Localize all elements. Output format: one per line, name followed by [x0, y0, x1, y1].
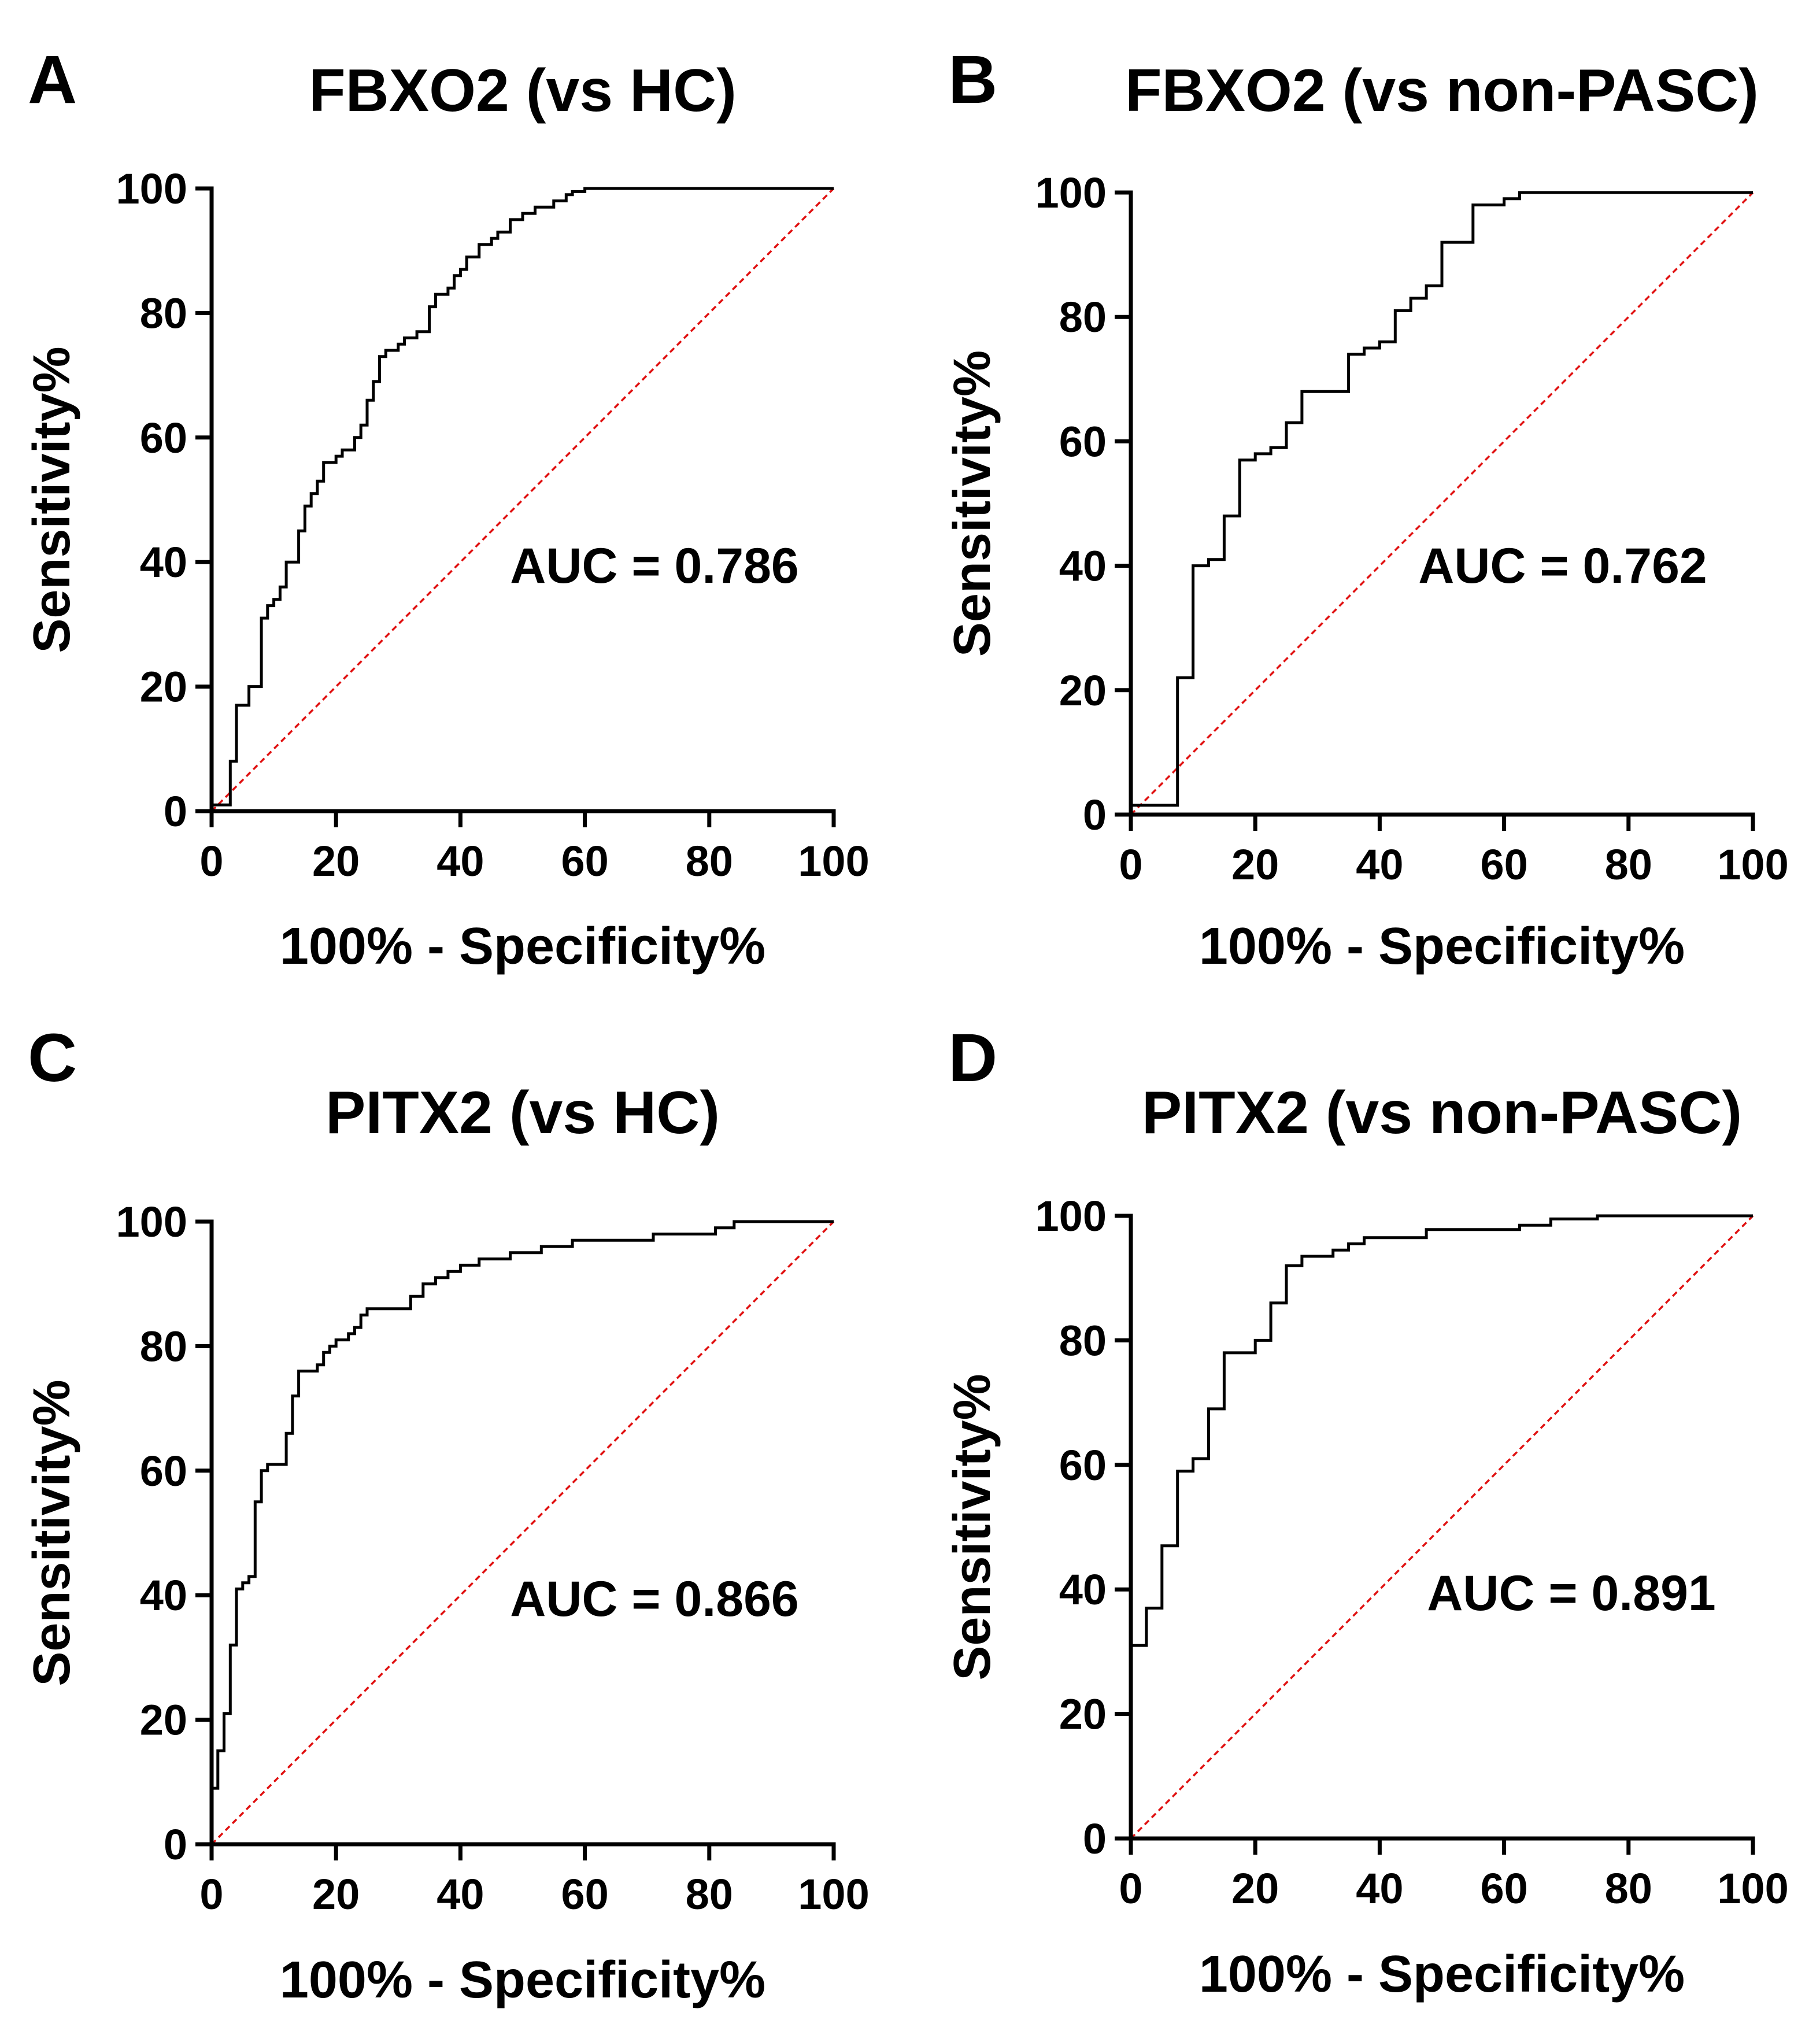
x-tick-label-c-60: 60 — [561, 1870, 608, 1918]
reference-line-a — [210, 187, 835, 812]
x-tick-label-d-100: 100 — [1717, 1864, 1788, 1912]
roc-curve-b — [1131, 191, 1753, 807]
x-tick-label-b-80: 80 — [1605, 841, 1652, 889]
auc-label-c: AUC = 0.866 — [510, 1571, 799, 1627]
y-tick-label-c-40: 40 — [140, 1571, 187, 1619]
x-tick-label-d-40: 40 — [1356, 1864, 1403, 1912]
y-tick-label-b-80: 80 — [1059, 293, 1107, 341]
panel-letter-c: C — [28, 1020, 77, 1096]
x-tick-label-b-20: 20 — [1231, 841, 1279, 889]
reference-line-d — [1130, 1215, 1754, 1840]
x-tick-label-c-20: 20 — [312, 1870, 360, 1918]
y-tick-label-c-60: 60 — [140, 1447, 187, 1495]
y-tick-label-b-100: 100 — [1035, 169, 1107, 217]
x-tick-label-a-40: 40 — [436, 837, 484, 885]
y-tick-label-a-100: 100 — [116, 165, 187, 213]
panel-a: A FBXO2 (vs HC) 0 20 40 60 80 100 0 20 40 60 80 100 Se… — [23, 42, 870, 975]
x-tick-label-a-20: 20 — [312, 837, 360, 885]
panel-letter-b: B — [948, 42, 997, 118]
y-tick-label-b-20: 20 — [1059, 667, 1107, 715]
y-tick-label-a-60: 60 — [140, 414, 187, 462]
y-tick-label-a-0: 0 — [164, 787, 187, 835]
x-tick-label-a-0: 0 — [199, 837, 223, 885]
y-tick-label-a-40: 40 — [140, 538, 187, 586]
x-tick-label-a-100: 100 — [798, 837, 869, 885]
y-tick-label-b-60: 60 — [1059, 417, 1107, 465]
roc-curve-c — [210, 1220, 834, 1844]
y-tick-label-d-40: 40 — [1059, 1566, 1107, 1614]
y-axis-label-b: Sensitivity% — [944, 350, 1001, 657]
panel-title-b: FBXO2 (vs non-PASC) — [1125, 57, 1759, 124]
panel-b: B FBXO2 (vs non-PASC) 0 20 40 60 80 100 0 20 40 60 8… — [944, 42, 1789, 975]
auc-label-d: AUC = 0.891 — [1427, 1566, 1716, 1621]
y-tick-label-d-80: 80 — [1059, 1316, 1107, 1364]
y-axis-label-d: Sensitivity% — [944, 1374, 1001, 1680]
reference-line-c — [210, 1220, 835, 1845]
x-tick-label-d-60: 60 — [1480, 1864, 1527, 1912]
y-tick-label-a-20: 20 — [140, 663, 187, 711]
y-tick-label-c-80: 80 — [140, 1322, 187, 1370]
x-axis-label-d: 100% - Specificity% — [1199, 1945, 1685, 2003]
x-tick-label-d-20: 20 — [1231, 1864, 1279, 1912]
panel-title-a: FBXO2 (vs HC) — [309, 57, 737, 124]
panel-letter-a: A — [28, 42, 77, 118]
panel-title-d: PITX2 (vs non-PASC) — [1142, 1079, 1742, 1146]
x-tick-label-c-100: 100 — [798, 1870, 869, 1918]
y-tick-label-c-0: 0 — [164, 1821, 187, 1869]
x-tick-label-c-0: 0 — [199, 1870, 223, 1918]
x-tick-label-b-60: 60 — [1480, 841, 1527, 889]
x-tick-label-a-80: 80 — [686, 837, 733, 885]
y-tick-label-d-60: 60 — [1059, 1441, 1107, 1489]
y-tick-label-a-80: 80 — [140, 289, 187, 337]
roc-curve-a — [212, 187, 834, 807]
y-tick-label-d-20: 20 — [1059, 1690, 1107, 1738]
panel-letter-d: D — [948, 1020, 997, 1096]
y-tick-label-d-100: 100 — [1035, 1192, 1107, 1240]
y-axis-label-c: Sensitivity% — [23, 1379, 81, 1686]
x-axis-label-c: 100% - Specificity% — [280, 1951, 765, 2009]
y-tick-label-d-0: 0 — [1083, 1815, 1107, 1863]
x-tick-label-d-0: 0 — [1119, 1864, 1142, 1912]
x-tick-label-b-0: 0 — [1119, 841, 1142, 889]
panel-d: D PITX2 (vs non-PASC) 0 20 40 60 80 100 0 20 40 60 8… — [944, 1020, 1789, 2003]
y-axis-label-a: Sensitivity% — [23, 346, 81, 653]
x-axis-label-b: 100% - Specificity% — [1199, 918, 1685, 975]
auc-label-a: AUC = 0.786 — [510, 538, 799, 594]
x-tick-label-d-80: 80 — [1605, 1864, 1652, 1912]
y-tick-label-b-40: 40 — [1059, 542, 1107, 590]
y-tick-label-c-100: 100 — [116, 1198, 187, 1246]
x-tick-label-a-60: 60 — [561, 837, 608, 885]
y-tick-label-c-20: 20 — [140, 1696, 187, 1744]
roc-curve-d — [1131, 1214, 1753, 1647]
y-tick-label-b-0: 0 — [1083, 791, 1107, 839]
auc-label-b: AUC = 0.762 — [1418, 538, 1707, 594]
panel-title-c: PITX2 (vs HC) — [325, 1079, 720, 1146]
panel-c: C PITX2 (vs HC) 0 20 40 60 80 100 0 20 40 60 80 100 Se… — [23, 1020, 870, 2009]
x-axis-label-a: 100% - Specificity% — [280, 918, 765, 975]
x-tick-label-c-40: 40 — [436, 1870, 484, 1918]
x-tick-label-b-40: 40 — [1356, 841, 1403, 889]
x-tick-label-c-80: 80 — [686, 1870, 733, 1918]
x-tick-label-b-100: 100 — [1717, 841, 1788, 889]
